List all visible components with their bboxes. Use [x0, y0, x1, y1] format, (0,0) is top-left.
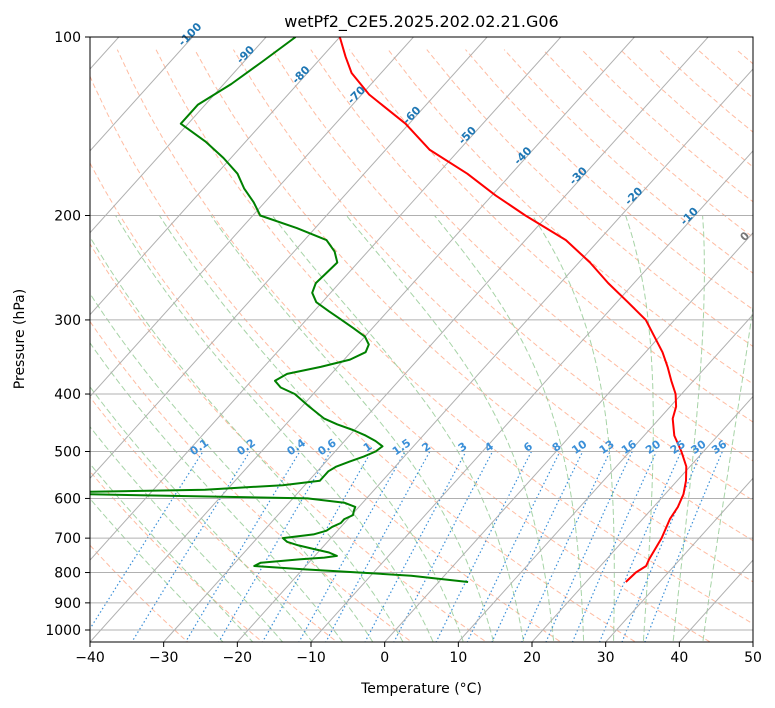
moist-adiabat [531, 215, 615, 642]
x-tick-label: 30 [597, 650, 615, 666]
y-tick-label: 600 [54, 491, 81, 507]
mixing-ratio-line [644, 451, 723, 642]
x-tick-label: 40 [670, 650, 688, 666]
isotherm-gridline [457, 313, 753, 642]
y-tick-label: 1000 [45, 623, 81, 639]
isotherm-gridline [90, 37, 194, 152]
isotherm-gridline [383, 231, 753, 642]
moist-adiabat [90, 292, 374, 642]
moist-adiabat [90, 463, 254, 642]
dewpoint-line [90, 37, 469, 583]
chart-title: wetPf2_C2E5.2025.202.02.21.G06 [284, 12, 558, 32]
temperature-line [338, 37, 688, 583]
x-tick-label: −10 [296, 650, 326, 666]
x-tick-label: 20 [523, 650, 541, 666]
y-axis-label: Pressure (hPa) [12, 289, 28, 389]
y-tick-label: 100 [54, 30, 81, 46]
y-tick-label: 900 [54, 596, 81, 612]
y-tick-label: 700 [54, 531, 81, 547]
y-tick-label: 500 [54, 444, 81, 460]
mixing-ratio-line [131, 451, 251, 642]
isotherm-gridline [604, 477, 753, 642]
isotherm-gridline [162, 37, 709, 642]
isotherm-gridline [90, 37, 488, 480]
moist-adiabat [272, 215, 525, 642]
x-axis: −40 −30 −20 −10 0 10 20 30 40 50 [75, 642, 762, 666]
dry-adiabat [271, 49, 753, 501]
dry-adiabat [155, 49, 753, 625]
isotherm-gridline [90, 37, 562, 561]
moist-adiabat [702, 303, 753, 642]
x-tick-label: −30 [149, 650, 179, 666]
dry-adiabat [116, 49, 712, 642]
dry-adiabat [426, 49, 753, 348]
moist-adiabat [115, 215, 434, 642]
dry-adiabat [90, 75, 637, 642]
mixing-ratio-line [90, 451, 204, 630]
moist-adiabat [434, 215, 585, 642]
y-tick-label: 800 [54, 566, 81, 582]
isotherm-gridline [310, 150, 753, 642]
moist-adiabat [90, 236, 404, 642]
moist-adiabat [90, 342, 344, 642]
moist-adiabat [90, 386, 314, 642]
y-tick-label: 300 [54, 313, 81, 329]
isotherm-gridline [90, 37, 267, 234]
moist-adiabat [158, 215, 464, 642]
dry-adiabat [90, 470, 264, 642]
dry-adiabat [90, 242, 488, 642]
x-tick-label: −40 [75, 650, 105, 666]
y-tick-label: 400 [54, 387, 81, 403]
moist-adiabat [90, 497, 224, 642]
x-tick-label: −20 [223, 650, 253, 666]
isotherm-gridline [90, 37, 415, 398]
moist-adiabat [672, 215, 705, 642]
dry-adiabat [90, 320, 413, 642]
plot-frame [89, 36, 754, 643]
moist-adiabat [90, 426, 284, 642]
x-tick-label: 0 [380, 650, 389, 666]
isotherm-gridline [90, 37, 341, 316]
dry-adiabat [90, 161, 562, 642]
dry-adiabat [310, 49, 753, 462]
x-tick-label: 50 [744, 650, 762, 666]
isotherm-gridline [531, 395, 753, 642]
dry-adiabat [387, 49, 753, 385]
mixing-ratio-line [218, 451, 332, 642]
sounding-lines [90, 37, 688, 583]
moist-adiabat [346, 215, 555, 642]
x-axis-label: Temperature (°C) [360, 681, 482, 697]
mixing-ratio-line [491, 451, 584, 642]
dry-adiabat [194, 49, 753, 583]
isotherm-gridline [236, 68, 753, 642]
x-tick-label: 10 [449, 650, 467, 666]
mixing-ratio-line [184, 451, 301, 642]
y-tick-label: 200 [54, 209, 81, 225]
y-axis: 100 200 300 400 500 600 700 800 900 1000 [45, 30, 90, 639]
moist-adiabat [625, 215, 654, 642]
mixing-ratio-line [466, 451, 561, 642]
